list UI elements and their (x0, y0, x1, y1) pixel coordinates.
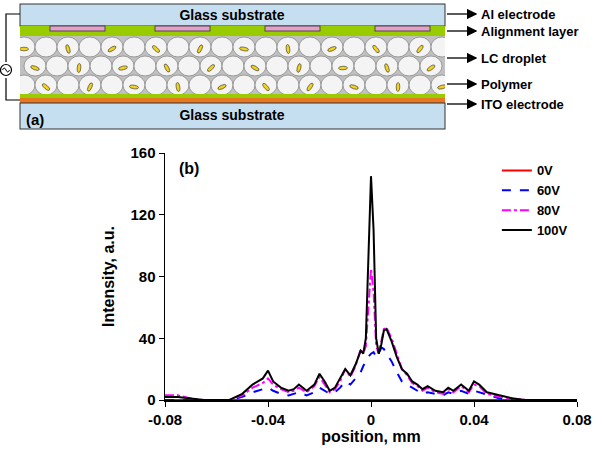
svg-text:60V: 60V (537, 183, 560, 198)
svg-text:Glass substrate: Glass substrate (179, 7, 284, 23)
svg-text:160: 160 (130, 144, 155, 161)
svg-text:Polymer: Polymer (481, 77, 532, 92)
svg-text:40: 40 (139, 330, 156, 347)
svg-text:Intensity, a.u.: Intensity, a.u. (100, 226, 117, 327)
svg-text:0: 0 (367, 411, 375, 428)
svg-text:80V: 80V (537, 203, 560, 218)
svg-text:0.04: 0.04 (459, 411, 489, 428)
svg-text:position, mm: position, mm (321, 428, 421, 445)
svg-text:0.08: 0.08 (562, 411, 591, 428)
svg-text:ITO electrode: ITO electrode (481, 97, 564, 112)
svg-text:Alignment layer: Alignment layer (481, 24, 579, 39)
svg-text:100V: 100V (537, 223, 568, 238)
svg-text:LC droplet: LC droplet (481, 51, 547, 66)
svg-text:0V: 0V (537, 163, 553, 178)
svg-text:Al electrode: Al electrode (481, 7, 555, 22)
svg-text:120: 120 (130, 206, 155, 223)
svg-text:-0.04: -0.04 (251, 411, 286, 428)
svg-text:(b): (b) (179, 160, 199, 177)
svg-text:(a): (a) (26, 111, 44, 128)
svg-text:-0.08: -0.08 (148, 411, 182, 428)
svg-text:80: 80 (139, 268, 156, 285)
svg-text:Glass substrate: Glass substrate (179, 107, 284, 123)
svg-text:0: 0 (147, 391, 155, 408)
